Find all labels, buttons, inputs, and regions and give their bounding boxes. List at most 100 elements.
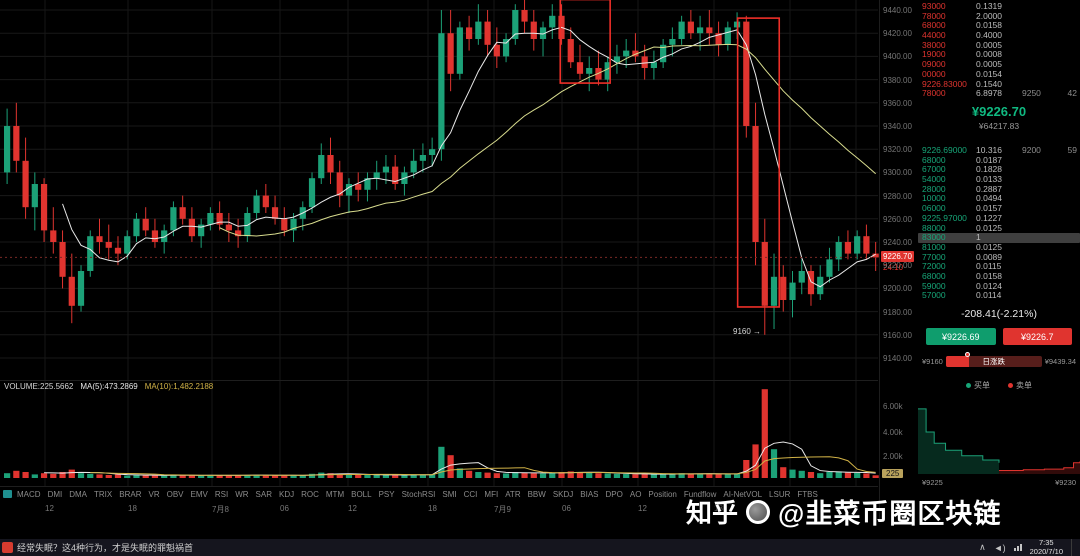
orderbook-ask-row[interactable]: 38000 0.0005 (918, 40, 1080, 51)
order-price: 59000 (922, 280, 946, 291)
orderbook-bid-row[interactable]: 72000 0.0115 (918, 262, 1080, 272)
indicator-tab-obv[interactable]: OBV (166, 489, 184, 499)
indicator-tab-position[interactable]: Position (648, 489, 677, 499)
indicator-tab-ai-netvol[interactable]: AI-NetVOL (723, 489, 763, 499)
candlestick-chart[interactable] (0, 0, 879, 487)
indicator-tab-mtm[interactable]: MTM (325, 489, 345, 499)
indicator-tab-skdj[interactable]: SKDJ (552, 489, 574, 499)
order-amount: 0.0157 (976, 203, 1002, 214)
volume-axis-tick: 4.00k (883, 428, 903, 437)
orderbook-ask-row[interactable]: 78000 2.0000 (918, 11, 1080, 22)
indicator-tab-smi[interactable]: SMI (442, 489, 457, 499)
indicator-tab-mfi[interactable]: MFI (484, 489, 499, 499)
order-amount: 0.1828 (976, 164, 1002, 175)
time-axis[interactable]: 12 18 7月8 06 12 18 7月9 06 12 18 (0, 502, 879, 515)
indicator-tab-rsi[interactable]: RSI (214, 489, 229, 499)
range-low-label: ¥9160 (922, 357, 943, 366)
indicator-tab-vr[interactable]: VR (148, 489, 160, 499)
order-amount: 0.4000 (976, 30, 1002, 41)
order-amount: 1 (976, 232, 981, 243)
candlestick-chart-area[interactable]: VOLUME:225.5662 MA(5):473.2869 MA(10):1,48… (0, 0, 879, 487)
orderbook-bid-row[interactable]: 57000 0.0114 (918, 291, 1080, 301)
range-fill (945, 356, 969, 367)
orderbook-ask-row[interactable]: 78000 6.8978 9250 42 (918, 88, 1080, 99)
price-axis-tick: 9240.00 (883, 238, 912, 247)
network-icon[interactable] (1013, 544, 1022, 551)
orderbook-bid-row[interactable]: 67000 0.1828 (918, 165, 1080, 175)
time-axis-tick: 06 (280, 504, 289, 513)
order-amount: 0.0154 (976, 68, 1002, 79)
indicator-tab-stochrsi[interactable]: StochRSI (401, 489, 436, 499)
orderbook-bid-row[interactable]: 59000 0.0124 (918, 280, 1080, 292)
orderbook-bid-row[interactable]: 81000 0.0125 (918, 242, 1080, 253)
depth-chart[interactable] (918, 394, 1080, 476)
bids-list: 9226.69000 10.316 9200 59 68000 0.0187 67000 0.… (918, 145, 1080, 301)
indicator-tab-ao[interactable]: AO (629, 489, 642, 499)
bid-price-button[interactable]: ¥9226.69 (926, 328, 996, 345)
indicator-tab-atr[interactable]: ATR (505, 489, 521, 499)
orderbook-bid-row[interactable]: 54000 0.0133 (918, 174, 1080, 185)
orderbook-ask-row[interactable]: 44000 0.4000 (918, 30, 1080, 41)
range-title: 日涨跌 (982, 357, 1006, 366)
ask-price-button[interactable]: ¥9226.7 (1002, 328, 1072, 345)
orderbook-ask-row[interactable]: 19000 0.0008 (918, 50, 1080, 60)
wall-price: 9250 (1022, 88, 1041, 99)
indicator-tab-trix[interactable]: TRIX (94, 489, 113, 499)
price-axis-tick: 9180.00 (883, 307, 912, 317)
orderbook-ask-row[interactable]: 68000 0.0158 (918, 21, 1080, 31)
indicator-tab-psy[interactable]: PSY (378, 489, 395, 499)
indicator-tab-brar[interactable]: BRAR (119, 489, 142, 499)
order-price: 44000 (922, 30, 946, 41)
indicator-tab-cci[interactable]: CCI (463, 489, 478, 499)
indicator-tab-fundflow[interactable]: Fundflow (683, 489, 717, 499)
orderbook-bid-row[interactable]: 28000 0.2887 (918, 184, 1080, 195)
system-tray: ∧ ◄) 7:35 2020/7/10 (979, 538, 1080, 556)
order-price: 78000 (922, 88, 946, 99)
indicator-tab-ftbs[interactable]: FTBS (797, 489, 818, 499)
sell-dot-icon (1008, 383, 1013, 388)
orderbook-bid-row[interactable]: 88000 0.0125 (918, 223, 1080, 234)
indicator-tab-wr[interactable]: WR (235, 489, 249, 499)
indicator-tab-dpo[interactable]: DPO (605, 489, 623, 499)
show-desktop-button[interactable] (1071, 539, 1075, 556)
indicator-tab-bbw[interactable]: BBW (527, 489, 546, 499)
depth-high-label: ¥9230 (1055, 478, 1076, 487)
order-price: 10000 (922, 193, 946, 204)
indicator-tab-emv[interactable]: EMV (190, 489, 208, 499)
indicator-tab-dma[interactable]: DMA (69, 489, 88, 499)
price-annotation-label: 9160 → (733, 327, 762, 336)
orderbook-bid-row[interactable]: 06000 0.0157 (918, 203, 1080, 214)
orderbook-bid-row[interactable]: 83000 1 (918, 232, 1080, 243)
indicator-tab-macd[interactable]: MACD (17, 489, 41, 499)
price-axis-tick: 9400.00 (883, 52, 912, 62)
orderbook-bid-row[interactable]: 77000 0.0089 (918, 251, 1080, 263)
range-track[interactable]: 日涨跌 (945, 352, 1042, 367)
indicator-tab-kdj[interactable]: KDJ (278, 489, 295, 499)
orderbook-ask-row[interactable]: 9226.83000 0.1540 (918, 79, 1080, 90)
orderbook-bid-row[interactable]: 68000 0.0187 (918, 155, 1080, 166)
indicator-tab-roc[interactable]: ROC (301, 489, 319, 499)
price-axis-tick: 9420.00 (883, 29, 912, 39)
indicator-tab-lsur[interactable]: LSUR (769, 489, 791, 499)
volume-ma10-value: MA(10):1,482.2188 (144, 382, 214, 391)
news-ticker[interactable]: 经常失眠？这4种行为，才是失眠的罪魁祸首 (0, 541, 979, 554)
indicator-toolbar: MACD DMI DMA TRIX BRAR VR OBV EMV RSI WR SAR KDJ ROC… (0, 487, 879, 501)
orderbook-bid-row[interactable]: 68000 0.0158 (918, 271, 1080, 282)
indicator-tab-sar[interactable]: SAR (255, 489, 272, 499)
orderbook-ask-row[interactable]: 00000 0.0154 (918, 68, 1080, 80)
speaker-icon[interactable]: ◄) (993, 542, 1006, 553)
tray-expand-icon[interactable]: ∧ (979, 542, 986, 552)
indicator-tab-dmi[interactable]: DMI (47, 489, 63, 499)
orderbook-bid-row[interactable]: 9225.97000 0.1227 (918, 213, 1080, 224)
volume-axis-tick: 2.00k (883, 452, 903, 461)
indicator-tab-boll[interactable]: BOLL (351, 489, 372, 499)
indicator-tab-bias[interactable]: BIAS (580, 489, 599, 499)
price-axis[interactable]: 9226.70 24:10 225 9440.00 9420.00 9400.00 9… (879, 0, 918, 522)
orderbook-ask-row[interactable]: 93000 0.1319 (918, 1, 1080, 12)
orderbook-bid-row[interactable]: 9226.69000 10.316 9200 59 (918, 145, 1080, 156)
taskbar-clock[interactable]: 7:35 2020/7/10 (1030, 538, 1063, 556)
orderbook-ask-row[interactable]: 09000 0.0005 (918, 59, 1080, 70)
indicator-settings-icon[interactable] (3, 490, 12, 498)
order-amount: 0.0089 (976, 251, 1002, 262)
orderbook-bid-row[interactable]: 10000 0.0494 (918, 194, 1080, 204)
